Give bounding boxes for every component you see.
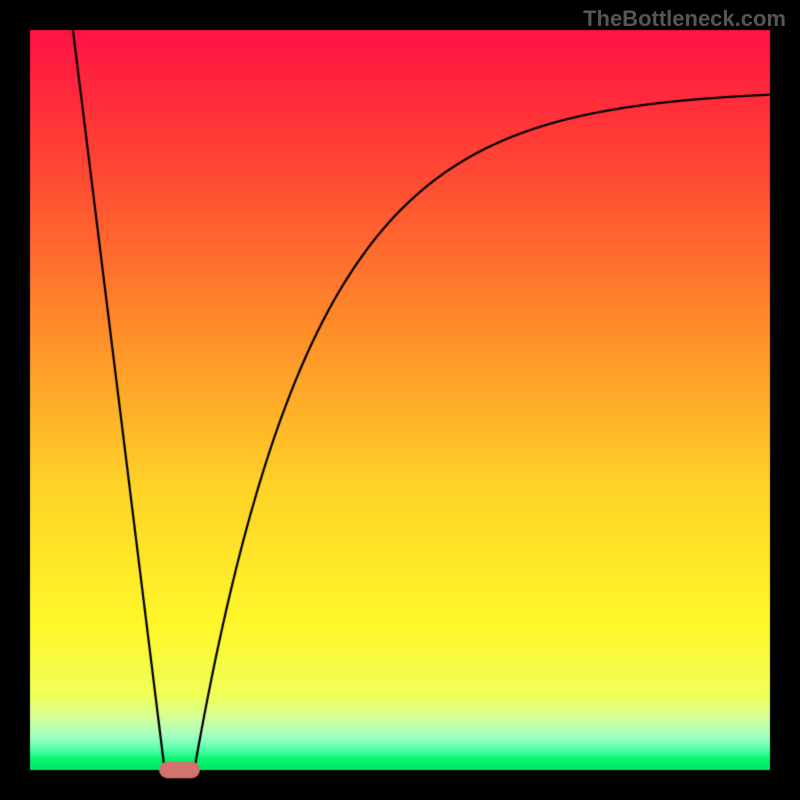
chart-container: TheBottleneck.com — [0, 0, 800, 800]
bottleneck-curve-chart — [0, 0, 800, 800]
